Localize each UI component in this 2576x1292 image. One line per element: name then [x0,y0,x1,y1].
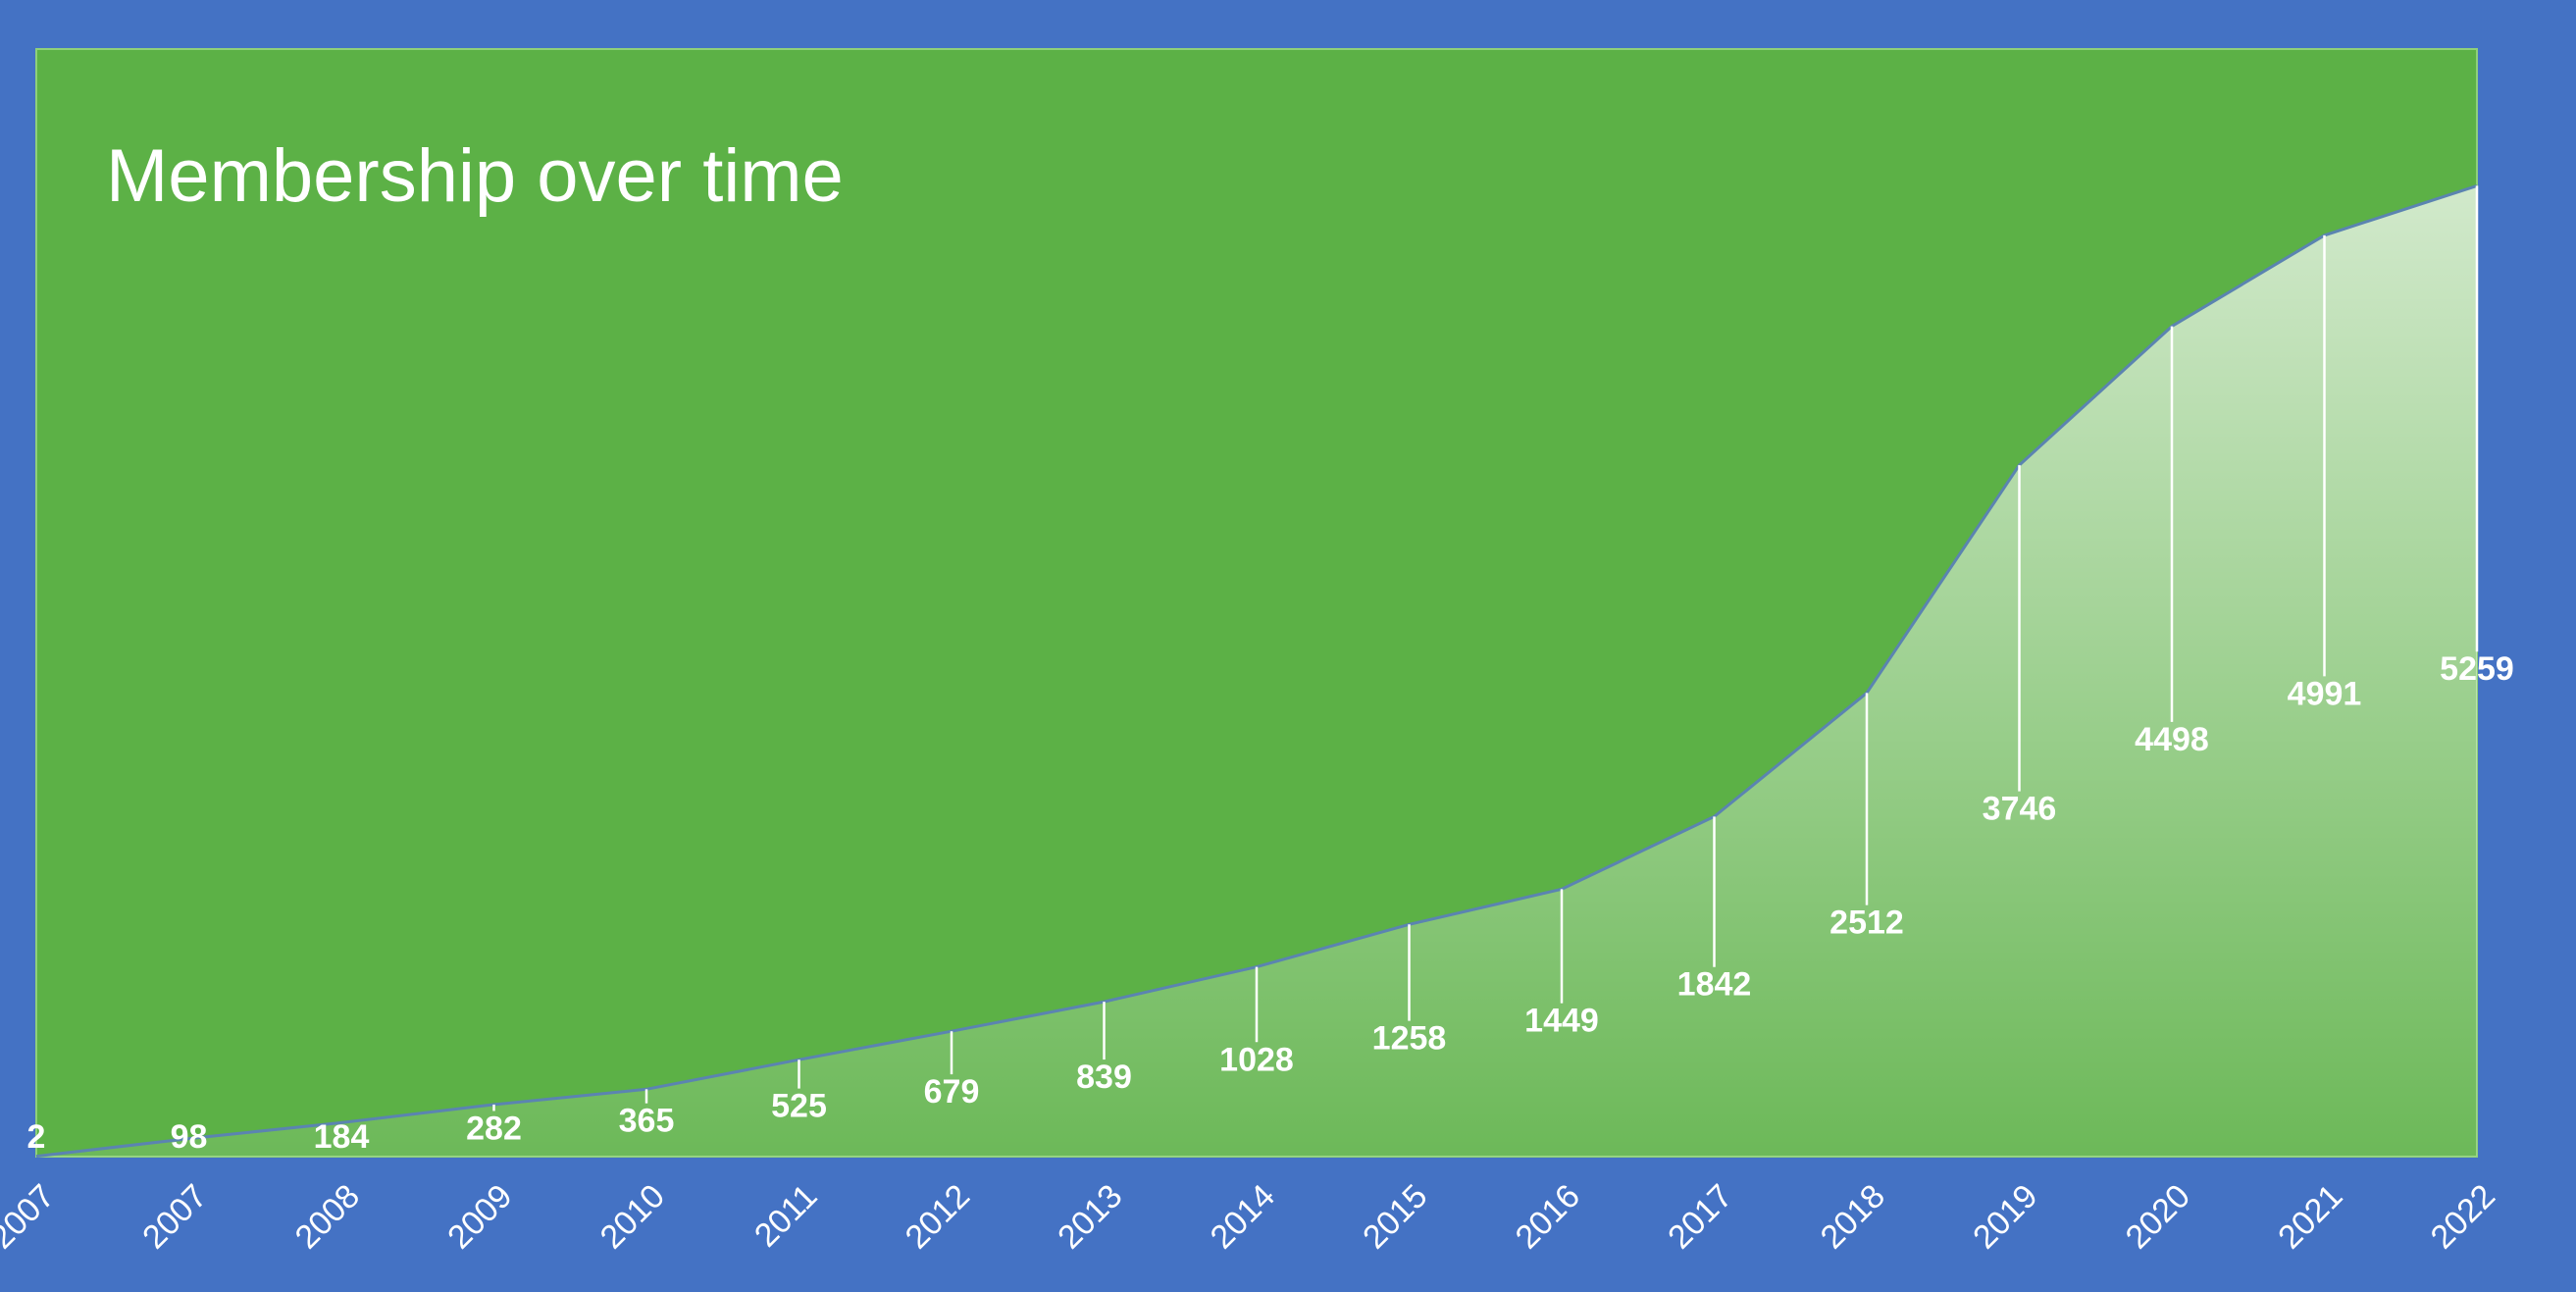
value-label: 679 [924,1073,980,1111]
x-tick-label: 2016 [1509,1177,1587,1256]
value-label: 184 [314,1118,370,1156]
chart-title: Membership over time [106,134,844,218]
x-tick-label: 2008 [288,1177,367,1256]
value-label: 1842 [1677,966,1752,1004]
x-tick-label: 2007 [135,1177,214,1256]
value-label: 2 [27,1118,46,1156]
x-tick-label: 2020 [2119,1177,2197,1256]
value-label: 1028 [1219,1041,1294,1078]
value-label: 4991 [2288,675,2362,712]
value-label: 1449 [1524,1003,1599,1040]
value-label: 839 [1076,1059,1132,1096]
value-label: 525 [771,1088,827,1125]
value-label: 98 [171,1118,208,1156]
value-label: 365 [619,1103,675,1140]
x-tick-label: 2010 [593,1177,672,1256]
area-fill [36,185,2477,1157]
x-tick-label: 2018 [1814,1177,1892,1256]
x-tick-label: 2017 [1661,1177,1739,1256]
x-tick-label: 2009 [440,1177,519,1256]
x-tick-label: 2007 [0,1177,62,1256]
value-label: 5259 [2440,650,2514,688]
value-label: 1258 [1372,1020,1447,1058]
x-tick-label: 2011 [747,1177,825,1255]
value-label: 4498 [2135,721,2209,758]
x-tick-label: 2022 [2424,1177,2502,1256]
x-tick-label: 2014 [1204,1177,1282,1256]
x-tick-label: 2012 [899,1177,977,1256]
x-tick-label: 2015 [1356,1177,1434,1256]
value-label: 282 [466,1110,522,1147]
x-tick-label: 2021 [2271,1177,2349,1256]
value-label: 2512 [1829,904,1904,942]
x-tick-label: 2019 [1966,1177,2044,1256]
value-label: 3746 [1983,791,2057,828]
x-tick-label: 2013 [1051,1177,1129,1256]
